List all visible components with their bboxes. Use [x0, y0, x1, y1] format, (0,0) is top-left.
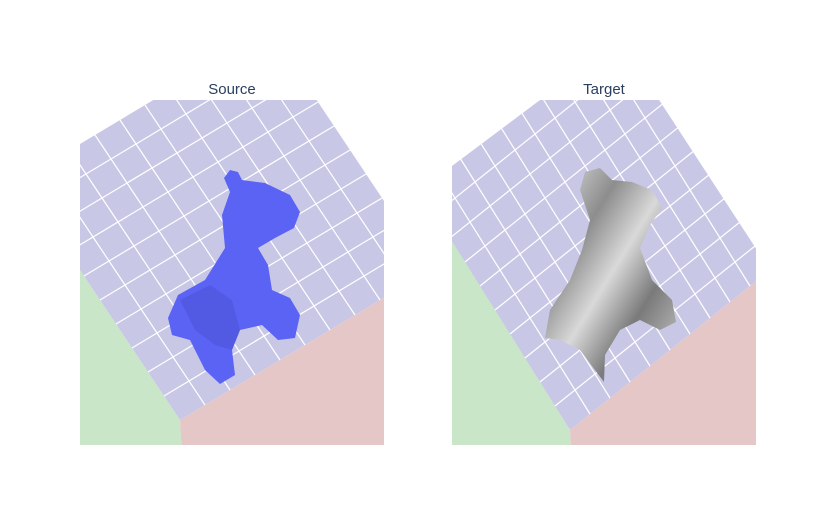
grid-line: [464, 101, 666, 263]
grid-line: [80, 100, 211, 179]
grid-line: [245, 100, 381, 301]
grid-line: [80, 101, 319, 246]
grid-line: [603, 100, 731, 303]
grid-line: [83, 125, 335, 277]
grid-line: [633, 100, 751, 287]
pink-wall: [180, 297, 384, 445]
scene: [452, 100, 756, 445]
green-wall: [452, 240, 571, 445]
subplot-title: Target: [583, 81, 626, 98]
grid-line: [452, 100, 624, 238]
grid-line: [479, 125, 681, 287]
green-wall: [80, 270, 182, 445]
scene: [80, 100, 384, 445]
grid-line: [280, 100, 384, 255]
target-mesh: [545, 168, 676, 382]
pink-wall: [570, 281, 756, 445]
grid-line: [452, 100, 579, 202]
subplot-title: Source: [208, 81, 256, 98]
grid-line: [80, 100, 267, 212]
mesh-shade: [180, 285, 240, 350]
